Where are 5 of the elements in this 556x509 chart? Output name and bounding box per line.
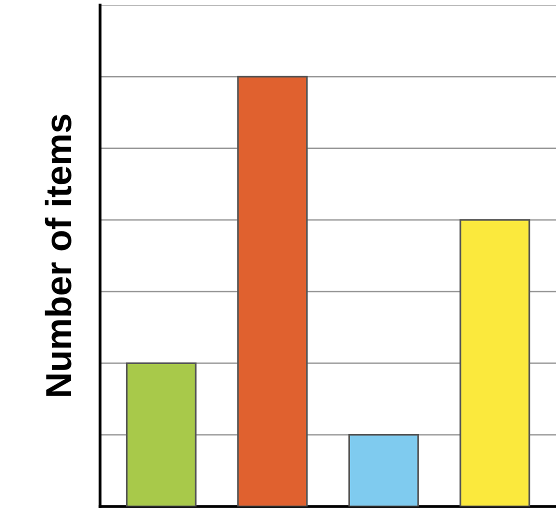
bar xyxy=(348,434,419,506)
bar xyxy=(126,362,197,506)
y-axis-title: Number of items xyxy=(44,114,72,396)
bar xyxy=(237,76,308,506)
bar xyxy=(460,219,530,506)
